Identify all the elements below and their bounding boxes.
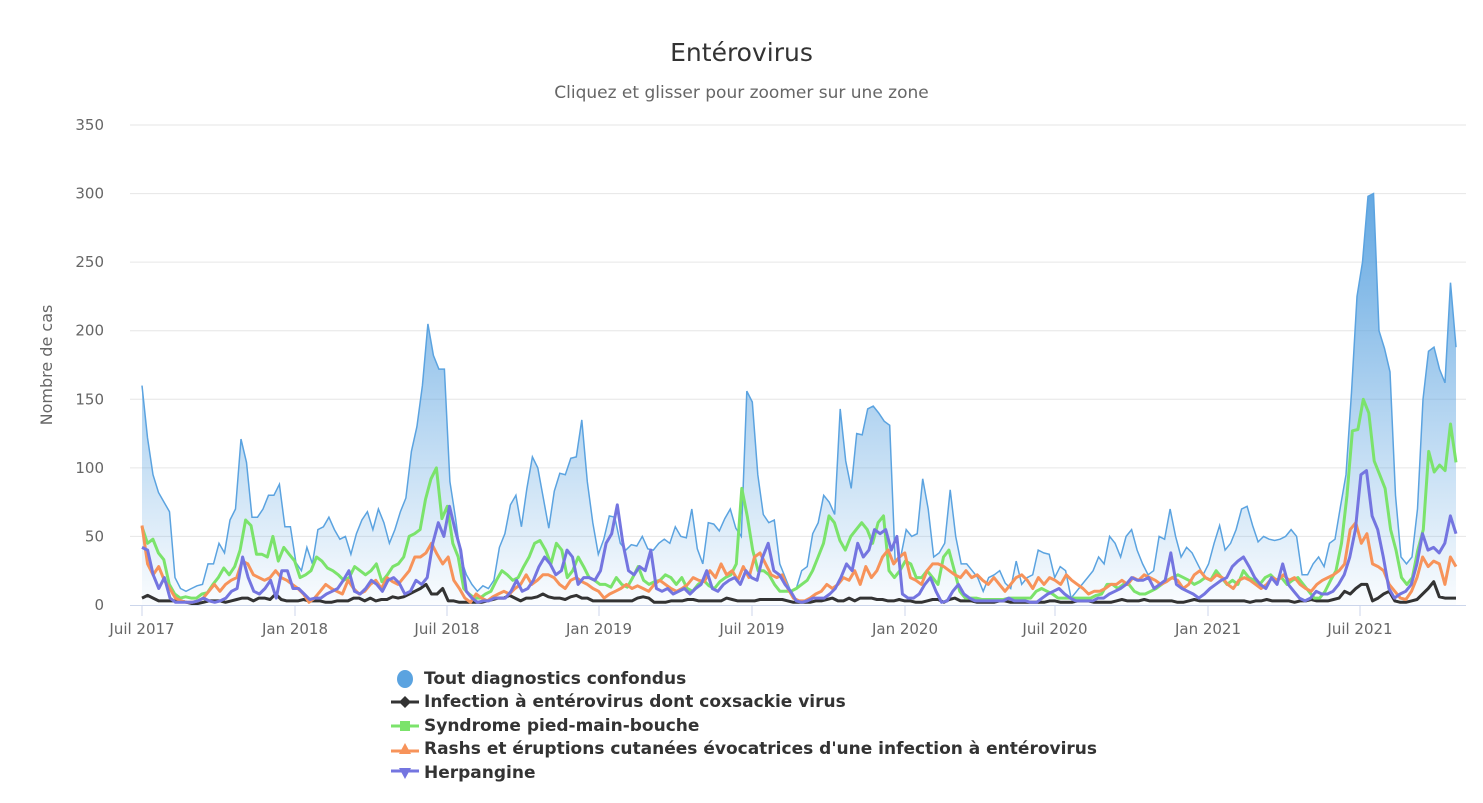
x-tick-label: Jan 2020 bbox=[871, 620, 938, 638]
x-tick-label: Jan 2021 bbox=[1174, 620, 1241, 638]
legend-item-coxsackie[interactable]: Infection à entérovirus dont coxsackie v… bbox=[390, 691, 1097, 715]
legend-item-herpangine[interactable]: Herpangine bbox=[390, 761, 1097, 785]
legend-item-total[interactable]: Tout diagnostics confondus bbox=[390, 667, 1097, 691]
x-tick-label: Juil 2020 bbox=[1021, 620, 1087, 638]
legend: Tout diagnostics confondus Infection à e… bbox=[390, 667, 1097, 785]
y-tick-label: 200 bbox=[75, 322, 104, 340]
x-axis-ticks: Juil 2017 Jan 2018 Juil 2018 Jan 2019 Juil 2… bbox=[108, 606, 1393, 638]
series-line-total[interactable] bbox=[141, 192, 1457, 600]
y-tick-label: 300 bbox=[75, 185, 104, 203]
chart-title: Entérovirus bbox=[670, 38, 813, 67]
plot-area[interactable]: 0 50 100 150 200 250 300 350 Nombre de cas Juil… bbox=[0, 0, 1483, 660]
area-fill-total bbox=[142, 193, 1456, 605]
legend-item-rashs[interactable]: Rashs et éruptions cutanées évocatrices … bbox=[390, 738, 1097, 762]
x-tick-label: Juil 2021 bbox=[1326, 620, 1392, 638]
y-tick-label: 0 bbox=[94, 596, 104, 614]
legend-label: Syndrome pied-main-bouche bbox=[424, 715, 700, 736]
series-group bbox=[140, 192, 1458, 606]
y-axis-ticks: 0 50 100 150 200 250 300 350 bbox=[75, 116, 104, 614]
triangle-down-icon bbox=[390, 763, 420, 783]
triangle-icon bbox=[390, 739, 420, 759]
circle-icon bbox=[390, 669, 420, 689]
y-tick-label: 100 bbox=[75, 459, 104, 477]
diamond-icon bbox=[390, 692, 420, 712]
legend-label: Tout diagnostics confondus bbox=[424, 668, 687, 689]
x-tick-label: Juil 2018 bbox=[413, 620, 479, 638]
x-tick-label: Juil 2019 bbox=[718, 620, 784, 638]
x-tick-label: Jan 2018 bbox=[261, 620, 328, 638]
x-tick-label: Jan 2019 bbox=[565, 620, 632, 638]
series-line[interactable] bbox=[141, 469, 1458, 604]
y-tick-label: 50 bbox=[85, 527, 104, 545]
legend-item-pied-main-bouche[interactable]: Syndrome pied-main-bouche bbox=[390, 714, 1097, 738]
y-axis-label: Nombre de cas bbox=[37, 305, 56, 426]
chart-subtitle: Cliquez et glisser pour zoomer sur une z… bbox=[554, 83, 929, 103]
square-icon bbox=[390, 716, 420, 736]
y-tick-label: 150 bbox=[75, 390, 104, 408]
gridlines bbox=[130, 124, 1466, 537]
legend-label: Infection à entérovirus dont coxsackie v… bbox=[424, 692, 846, 713]
legend-label: Herpangine bbox=[424, 762, 536, 783]
legend-label: Rashs et éruptions cutanées évocatrices … bbox=[424, 739, 1098, 760]
y-tick-label: 250 bbox=[75, 253, 104, 271]
y-tick-label: 350 bbox=[75, 116, 104, 134]
x-tick-label: Juil 2017 bbox=[108, 620, 174, 638]
